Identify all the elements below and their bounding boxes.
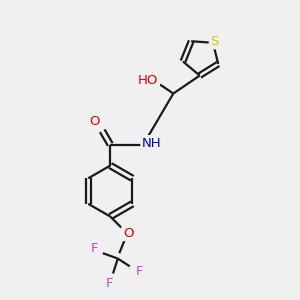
- Text: F: F: [136, 265, 143, 278]
- Text: O: O: [89, 115, 99, 128]
- Text: S: S: [210, 35, 219, 48]
- Text: HO: HO: [138, 74, 158, 87]
- Text: F: F: [91, 242, 98, 255]
- Text: NH: NH: [142, 136, 161, 150]
- Text: O: O: [123, 226, 134, 240]
- Text: F: F: [106, 277, 113, 290]
